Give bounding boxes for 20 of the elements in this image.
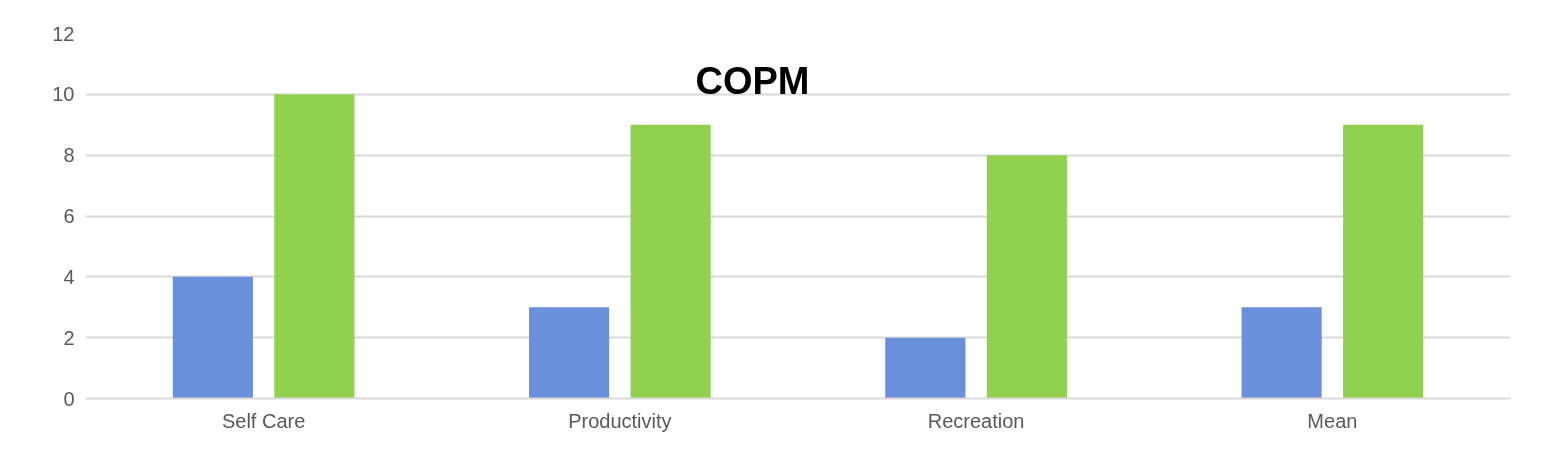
y-tick-label: 6 [63,205,75,227]
y-tick-label: 4 [63,265,75,288]
x-tick-label: Productivity [568,409,672,432]
bar [529,307,610,399]
bar [172,276,253,399]
x-tick-label: Mean [1307,409,1358,432]
bar [986,155,1067,399]
y-tick-label: 2 [63,326,75,349]
bar [885,337,966,399]
x-tick-label: Self Care [221,409,306,432]
y-tick-label: 12 [52,22,75,45]
y-tick-label: 0 [63,387,75,410]
bar [630,124,711,399]
x-tick-label: Recreation [927,409,1025,432]
y-tick-label: 10 [52,83,75,106]
bar [1343,124,1424,399]
bar [1241,307,1322,399]
text: COPM [695,59,810,102]
bar [274,94,355,399]
y-tick-label: 8 [63,144,75,167]
